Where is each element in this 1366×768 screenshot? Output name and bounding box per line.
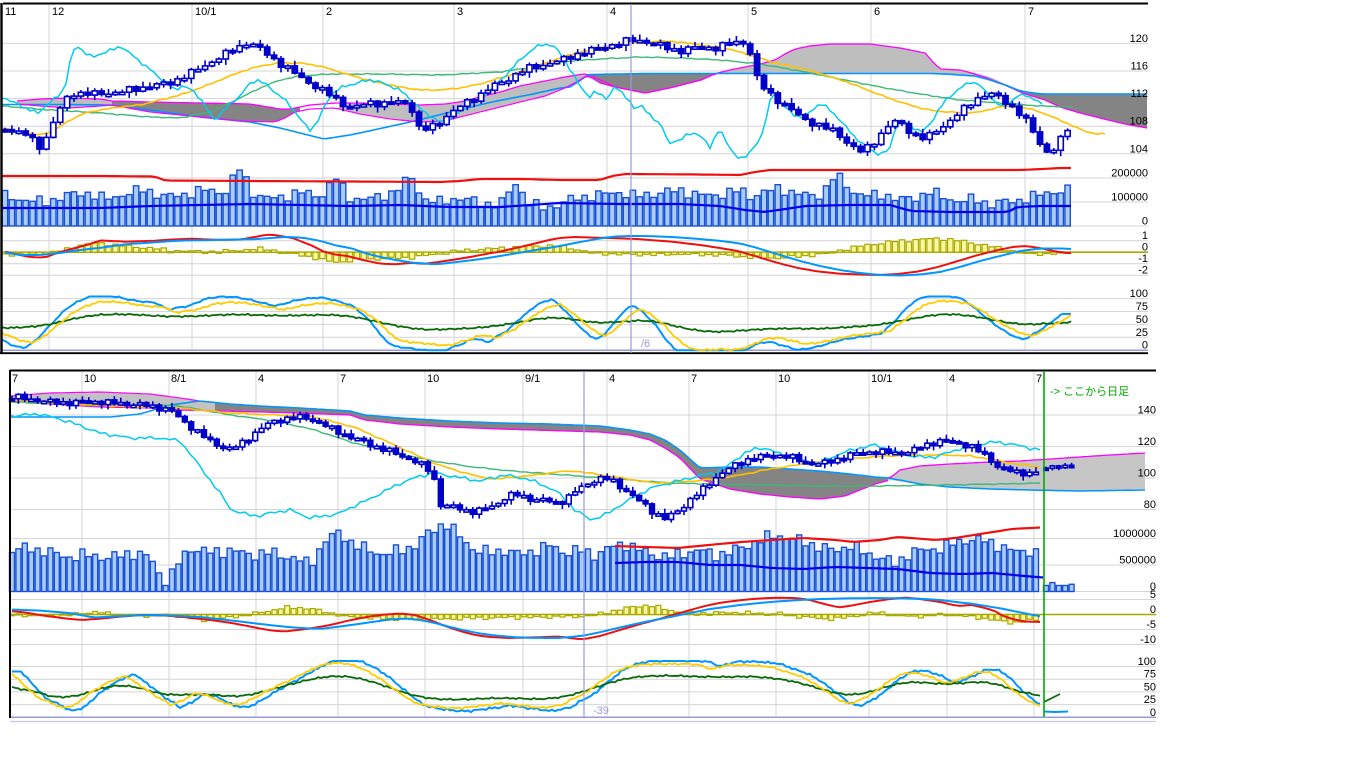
svg-text:100: 100 (1138, 468, 1156, 480)
svg-text:1: 1 (1142, 230, 1148, 242)
svg-text:9/1: 9/1 (525, 373, 540, 385)
svg-text:120: 120 (1130, 33, 1148, 45)
svg-text:140: 140 (1138, 405, 1156, 417)
svg-text:75: 75 (1136, 301, 1148, 313)
svg-text:-1: -1 (1138, 253, 1148, 265)
svg-text:100: 100 (1138, 656, 1156, 668)
svg-text:-> ここから日足: -> ここから日足 (1050, 385, 1129, 398)
svg-text:5: 5 (751, 6, 757, 18)
svg-text:116: 116 (1130, 61, 1148, 73)
svg-text:0: 0 (1142, 216, 1148, 228)
svg-text:4: 4 (258, 373, 264, 385)
svg-text:4: 4 (610, 6, 616, 18)
svg-text:104: 104 (1130, 143, 1148, 155)
svg-text:1000000: 1000000 (1113, 528, 1156, 540)
svg-text:120: 120 (1138, 436, 1156, 448)
svg-text:4: 4 (609, 373, 615, 385)
svg-text:500000: 500000 (1119, 555, 1156, 567)
svg-text:11: 11 (5, 6, 16, 18)
svg-text:-39: -39 (593, 705, 609, 717)
svg-text:75: 75 (1144, 669, 1156, 681)
svg-text:0: 0 (1150, 707, 1156, 719)
svg-text:25: 25 (1136, 327, 1148, 339)
svg-text:7: 7 (340, 373, 346, 385)
svg-text:100: 100 (1130, 288, 1148, 300)
svg-text:108: 108 (1130, 116, 1148, 128)
svg-text:100000: 100000 (1111, 192, 1148, 204)
svg-text:-2: -2 (1138, 265, 1148, 277)
svg-text:-10: -10 (1140, 634, 1156, 646)
svg-text:3: 3 (457, 6, 463, 18)
svg-text:50: 50 (1144, 681, 1156, 693)
svg-text:7: 7 (1028, 6, 1034, 18)
svg-text:6: 6 (874, 6, 880, 18)
svg-text:5: 5 (1150, 589, 1156, 601)
svg-text:-5: -5 (1146, 619, 1156, 631)
svg-text:/6: /6 (641, 338, 650, 350)
svg-text:7: 7 (1036, 373, 1042, 385)
svg-text:10/1: 10/1 (871, 373, 892, 385)
svg-text:10: 10 (778, 373, 790, 385)
svg-text:7: 7 (691, 373, 697, 385)
svg-text:0: 0 (1150, 604, 1156, 616)
svg-text:0: 0 (1142, 242, 1148, 254)
svg-text:2: 2 (326, 6, 332, 18)
svg-text:7: 7 (12, 373, 18, 385)
svg-text:50: 50 (1136, 314, 1148, 326)
svg-text:25: 25 (1144, 694, 1156, 706)
svg-text:12: 12 (52, 6, 64, 18)
svg-text:112: 112 (1130, 88, 1148, 100)
svg-text:200000: 200000 (1111, 168, 1148, 180)
svg-text:0: 0 (1142, 340, 1148, 352)
svg-text:0: 0 (1150, 581, 1156, 593)
svg-text:8/1: 8/1 (171, 373, 186, 385)
svg-text:4: 4 (949, 373, 955, 385)
svg-text:10: 10 (84, 373, 96, 385)
svg-text:10/1: 10/1 (195, 6, 216, 18)
svg-text:10: 10 (427, 373, 439, 385)
svg-text:80: 80 (1144, 499, 1156, 511)
